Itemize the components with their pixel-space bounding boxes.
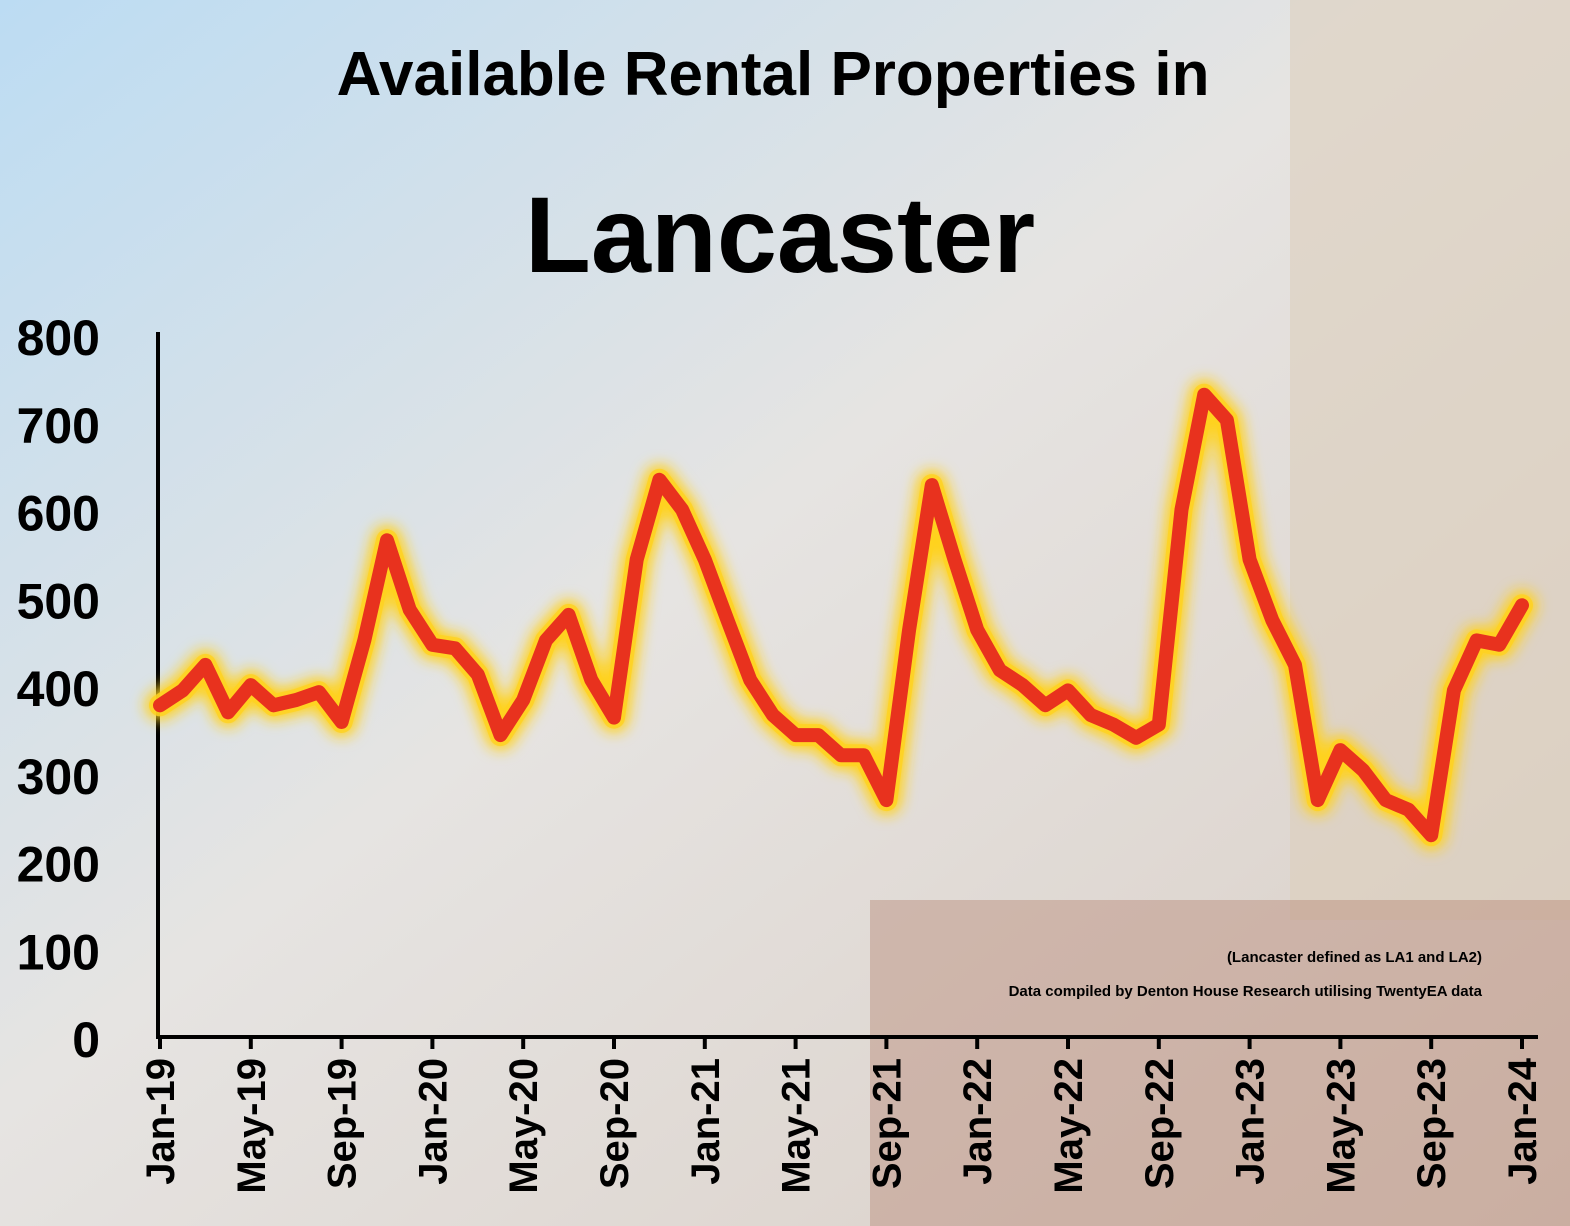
x-tick-label: May-21 xyxy=(775,1058,819,1194)
x-tick-label: Jan-22 xyxy=(956,1058,1000,1185)
x-tick-label: May-22 xyxy=(1047,1058,1091,1194)
x-tick-label: May-23 xyxy=(1319,1058,1363,1194)
x-tick-label: Sep-22 xyxy=(1138,1058,1182,1189)
y-tick-label: 100 xyxy=(17,924,100,980)
x-tick-label: Jan-24 xyxy=(1501,1057,1545,1184)
x-tick-label: Sep-23 xyxy=(1410,1058,1454,1189)
x-tick-label: Sep-21 xyxy=(865,1058,909,1189)
y-tick-label: 400 xyxy=(17,661,100,717)
x-tick-label: Jan-23 xyxy=(1229,1058,1273,1185)
annotation: Data compiled by Denton House Research u… xyxy=(1009,983,1483,1000)
x-tick-label: May-19 xyxy=(230,1058,274,1194)
background-wall xyxy=(870,900,1570,1226)
x-tick-label: Sep-20 xyxy=(593,1058,637,1189)
x-tick-label: Sep-19 xyxy=(321,1058,365,1189)
y-tick-label: 300 xyxy=(17,749,100,805)
y-tick-label: 800 xyxy=(17,310,100,366)
x-tick-label: Jan-20 xyxy=(411,1058,455,1185)
y-tick-label: 700 xyxy=(17,398,100,454)
data-line xyxy=(153,387,1529,843)
annotation: (Lancaster defined as LA1 and LA2) xyxy=(1227,949,1482,966)
y-tick-label: 500 xyxy=(17,573,100,629)
chart-title: Available Rental Properties in xyxy=(337,40,1210,109)
y-tick-label: 0 xyxy=(72,1012,100,1068)
y-tick-label: 600 xyxy=(17,486,100,542)
x-tick-label: Jan-19 xyxy=(139,1058,183,1185)
y-tick-label: 200 xyxy=(17,837,100,893)
x-tick-label: May-20 xyxy=(502,1058,546,1194)
chart-subtitle: Lancaster xyxy=(525,174,1035,295)
x-tick-label: Jan-21 xyxy=(684,1058,728,1185)
